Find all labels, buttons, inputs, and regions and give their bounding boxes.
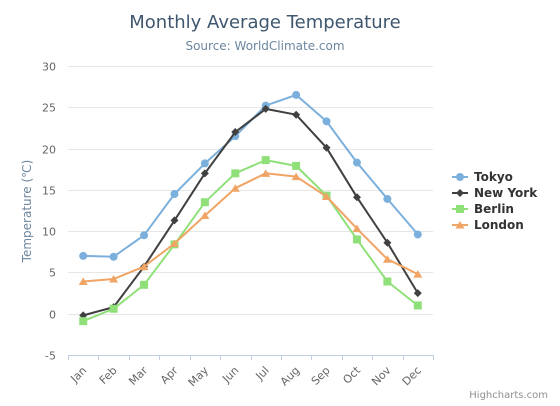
data-point [261, 156, 270, 165]
x-tick-label: Apr [158, 364, 181, 387]
data-point [352, 224, 362, 233]
y-tick-label: 25 [42, 102, 56, 115]
data-point [292, 110, 301, 119]
data-point [109, 275, 119, 283]
data-point [200, 198, 209, 207]
x-tick-label: Nov [369, 364, 394, 389]
x-tick-label: Oct [340, 363, 363, 386]
data-point [230, 184, 240, 192]
chart-subtitle: Source: WorldClimate.com [185, 39, 344, 53]
data-point [109, 304, 118, 313]
data-point [200, 159, 209, 168]
data-point [352, 193, 361, 202]
data-point [78, 277, 88, 286]
legend[interactable]: Tokyo New York Berlin London [452, 170, 538, 232]
series-london [78, 169, 423, 286]
data-point [79, 317, 88, 326]
series-line [82, 172, 419, 283]
x-tick-label: Sep [309, 364, 333, 388]
legend-marker [456, 189, 464, 197]
series-layer [78, 90, 423, 326]
data-point [413, 270, 423, 278]
data-point [109, 252, 118, 261]
legend-item[interactable]: Tokyo [452, 170, 513, 184]
y-tick-label: 15 [42, 185, 56, 198]
data-point [413, 230, 422, 239]
data-point [383, 277, 392, 286]
legend-item[interactable]: Berlin [452, 202, 514, 216]
x-tick-label: Jan [67, 364, 89, 386]
y-tick-label: -5 [45, 350, 56, 363]
legend-marker [456, 173, 464, 181]
series-line [82, 107, 419, 317]
data-point [383, 238, 392, 247]
y-tick-label: 30 [42, 61, 56, 74]
legend-item[interactable]: New York [452, 186, 538, 200]
data-point [352, 235, 361, 244]
legend-marker [455, 221, 465, 229]
y-tick-label: 5 [49, 267, 56, 280]
legend-label: New York [474, 186, 538, 200]
legend-label: Berlin [474, 202, 514, 216]
data-point [322, 143, 331, 152]
x-tick-label: Jun [219, 364, 241, 386]
data-point [139, 262, 149, 271]
series-line [82, 159, 419, 323]
legend-label: Tokyo [474, 170, 513, 184]
data-point [292, 90, 301, 99]
data-point [292, 161, 301, 170]
x-tick-label: Mar [126, 364, 150, 388]
data-point [231, 128, 240, 137]
legend-item[interactable]: London [452, 218, 524, 232]
data-point [413, 301, 422, 310]
series-new-york [79, 104, 422, 320]
data-point [261, 169, 271, 177]
data-point [170, 189, 179, 198]
data-point [79, 251, 88, 260]
data-point [352, 158, 361, 167]
axis-layer: -5 0 5 10 15 20 25 30 Jan Feb Mar Apr May Jun Jul Aug Se… [42, 61, 434, 390]
data-point [169, 239, 179, 248]
y-tick-label: 20 [42, 144, 56, 157]
x-tick-label: Aug [278, 364, 302, 388]
data-point [322, 192, 332, 200]
data-point [170, 216, 179, 225]
data-point [261, 104, 270, 113]
legend-marker [456, 205, 464, 213]
y-tick-label: 10 [42, 226, 56, 239]
data-point [140, 231, 149, 240]
x-tick-label: Jul [253, 364, 272, 383]
data-point [291, 172, 301, 181]
x-tick-label: Dec [400, 364, 424, 388]
legend-label: London [474, 218, 524, 232]
y-axis-title: Temperature (℃) [20, 160, 34, 264]
data-point [383, 194, 392, 203]
x-tick-label: May [186, 364, 212, 390]
data-point [382, 255, 392, 263]
data-point [200, 169, 209, 178]
chart-title: Monthly Average Temperature [129, 12, 400, 33]
series-line [82, 93, 419, 258]
data-point [200, 211, 210, 219]
credits-link[interactable]: Highcharts.com [469, 390, 548, 401]
data-point [140, 280, 149, 289]
data-point [322, 117, 331, 126]
y-tick-label: 0 [49, 309, 56, 322]
data-point [231, 169, 240, 178]
series-tokyo [79, 90, 422, 261]
data-point [413, 289, 422, 298]
grid-layer [68, 66, 433, 356]
x-tick-label: Feb [97, 364, 120, 387]
